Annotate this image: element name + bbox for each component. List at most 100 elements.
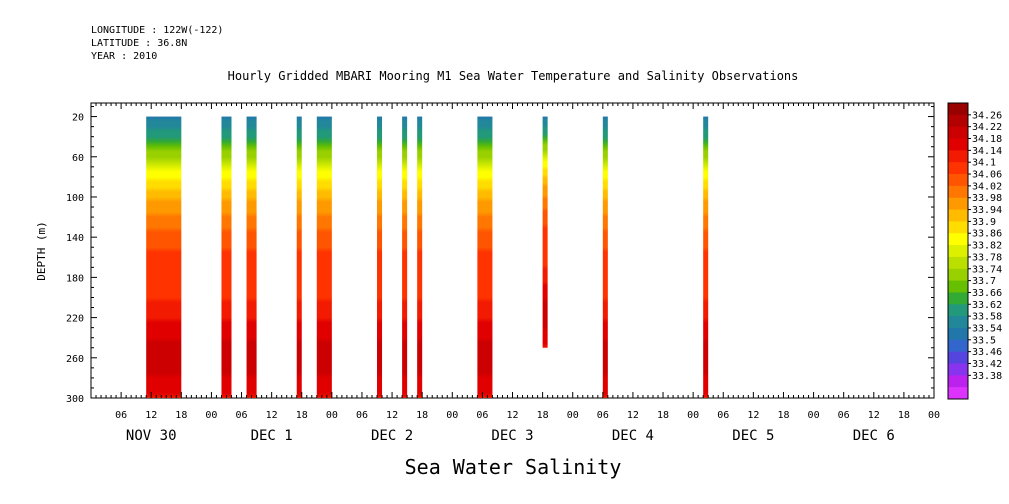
x-day-label: DEC 6 (853, 428, 895, 444)
x-tick-label: 12 (868, 410, 880, 421)
colorbar-swatch (948, 339, 968, 353)
colorbar-label: 33.5 (972, 335, 996, 346)
x-day-label: DEC 5 (732, 428, 774, 444)
colorbar-label: 33.66 (972, 288, 1002, 299)
x-tick-label: 12 (747, 410, 759, 421)
y-axis-label: DEPTH (m) (35, 221, 48, 281)
colorbar-label: 33.38 (972, 371, 1002, 382)
colorbar-label: 34.26 (972, 110, 1002, 121)
colorbar-label: 33.58 (972, 312, 1002, 323)
x-tick-label: 00 (928, 410, 940, 421)
x-tick-label: 12 (627, 410, 639, 421)
colorbar-label: 33.94 (972, 205, 1002, 216)
colorbar-label: 33.86 (972, 229, 1002, 240)
colorbar-label: 34.22 (972, 122, 1002, 133)
salinity-column-2 (221, 116, 232, 398)
x-tick-label: 12 (266, 410, 278, 421)
colorbar-swatch (948, 268, 968, 281)
salinity-column-6 (377, 116, 383, 398)
x-day-label: DEC 2 (371, 428, 413, 444)
x-tick-label: 18 (777, 410, 789, 421)
x-tick-label: 06 (717, 410, 729, 421)
colorbar-frame (947, 102, 969, 400)
colorbar-swatch (948, 185, 968, 199)
x-tick-label: 12 (145, 410, 157, 421)
colorbar-swatch (948, 245, 968, 258)
colorbar-swatch (948, 363, 968, 376)
colorbar-label: 33.62 (972, 300, 1002, 311)
year-label: YEAR : 2010 (91, 51, 158, 62)
colorbar-swatch (948, 114, 968, 128)
x-tick-label: 06 (476, 410, 488, 421)
colorbar-label: 33.9 (972, 217, 996, 228)
colorbar-label: 33.74 (972, 264, 1002, 275)
salinity-column-7 (402, 116, 408, 398)
x-tick-label: 18 (175, 410, 187, 421)
colorbar-swatch (948, 233, 968, 246)
colorbar-swatch (948, 280, 968, 293)
salinity-column-11 (602, 116, 608, 398)
latitude-label: LATITUDE : 36.8N (91, 38, 188, 49)
colorbar-swatch (948, 256, 968, 270)
colorbar-label: 34.1 (972, 158, 996, 169)
plot-frame (90, 102, 935, 399)
salinity-column-10 (542, 116, 548, 348)
x-tick-label: 00 (687, 410, 699, 421)
y-tick-label: 220 (66, 314, 84, 325)
colorbar: 34.2634.2234.1834.1434.134.0634.0233.983… (947, 102, 1002, 400)
colorbar-label: 33.82 (972, 241, 1002, 252)
x-axis-label: Sea Water Salinity (405, 455, 622, 479)
x-day-label: NOV 30 (126, 428, 177, 444)
colorbar-swatch (948, 316, 968, 329)
salinity-column-1 (146, 116, 182, 398)
salinity-column-3 (246, 116, 257, 398)
x-tick-label: 00 (567, 410, 579, 421)
x-tick-label: 00 (446, 410, 458, 421)
y-tick-label: 20 (72, 113, 84, 124)
x-tick-label: 18 (416, 410, 428, 421)
colorbar-swatch (948, 304, 968, 317)
salinity-column-9 (477, 116, 493, 398)
longitude-label: LONGITUDE : 122W(-122) (91, 25, 224, 36)
colorbar-label: 34.18 (972, 134, 1002, 145)
y-tick-label: 100 (66, 193, 84, 204)
x-tick-label: 12 (386, 410, 398, 421)
x-tick-label: 06 (356, 410, 368, 421)
x-tick-label: 12 (506, 410, 518, 421)
salinity-column-4 (296, 116, 302, 398)
x-tick-label: 00 (808, 410, 820, 421)
x-tick-label: 00 (326, 410, 338, 421)
colorbar-swatch (948, 327, 968, 341)
x-tick-label: 06 (236, 410, 248, 421)
colorbar-label: 33.42 (972, 359, 1002, 370)
x-tick-label: 18 (296, 410, 308, 421)
colorbar-swatch (948, 162, 968, 175)
colorbar-swatch (948, 221, 968, 234)
x-tick-label: 06 (115, 410, 127, 421)
x-tick-label: 18 (657, 410, 669, 421)
colorbar-swatch (948, 292, 968, 305)
x-tick-label: 18 (898, 410, 910, 421)
y-tick-label: 300 (66, 394, 84, 405)
x-tick-label: 18 (537, 410, 549, 421)
data-columns (146, 116, 709, 398)
colorbar-swatch (948, 387, 968, 400)
y-tick-label: 140 (66, 233, 84, 244)
colorbar-swatch (948, 375, 968, 388)
chart-title: Hourly Gridded MBARI Mooring M1 Sea Wate… (228, 69, 799, 83)
y-tick-label: 60 (72, 153, 84, 164)
colorbar-label: 33.7 (972, 276, 996, 287)
colorbar-label: 33.98 (972, 193, 1002, 204)
colorbar-label: 34.14 (972, 146, 1002, 157)
colorbar-swatch (948, 351, 968, 364)
colorbar-label: 33.54 (972, 323, 1002, 334)
colorbar-label: 33.46 (972, 347, 1002, 358)
y-tick-label: 180 (66, 273, 84, 284)
colorbar-swatch (948, 138, 968, 151)
x-day-label: DEC 1 (251, 428, 293, 444)
x-day-label: DEC 3 (491, 428, 533, 444)
x-tick-label: 06 (597, 410, 609, 421)
x-tick-label: 06 (838, 410, 850, 421)
colorbar-label: 34.02 (972, 181, 1002, 192)
